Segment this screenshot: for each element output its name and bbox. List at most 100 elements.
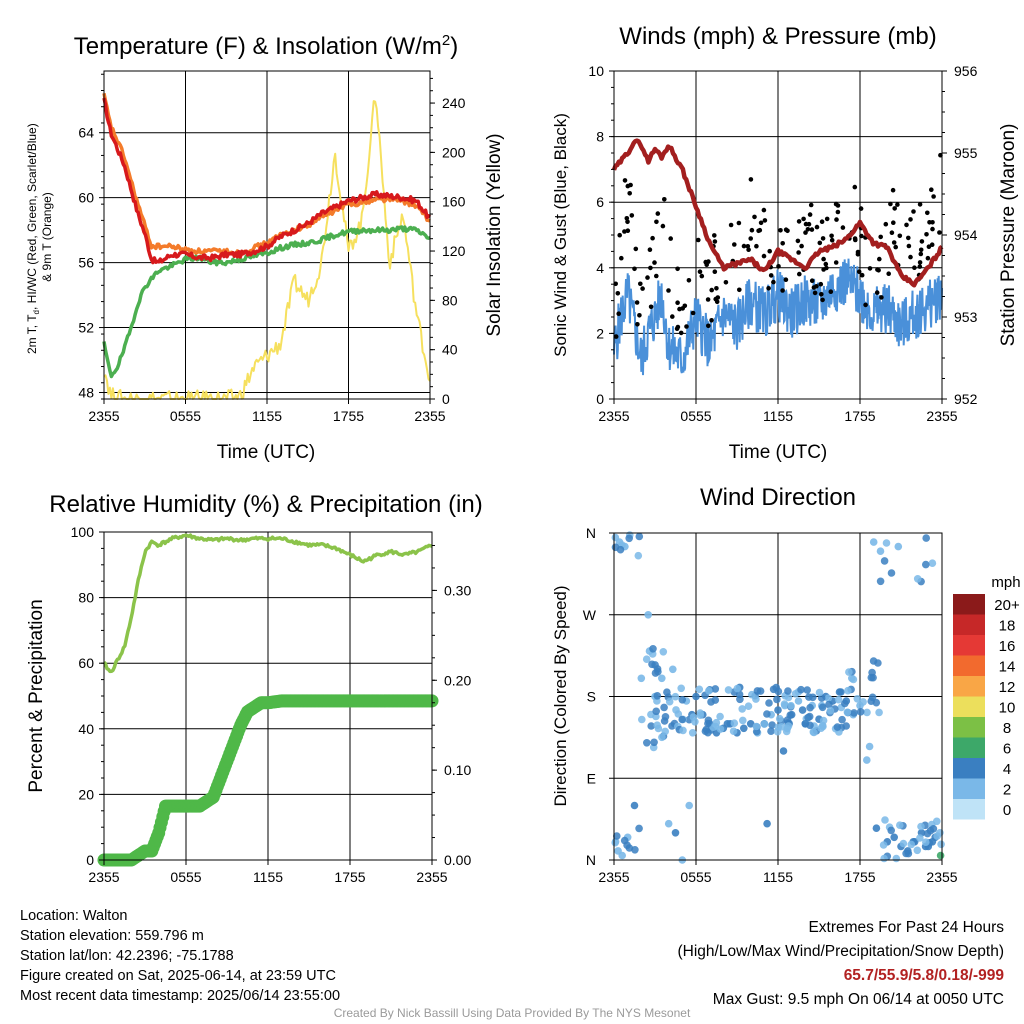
winds-ytick-label: 6 xyxy=(596,194,604,210)
precip-y2tick-label: 0.20 xyxy=(444,672,471,688)
wind-direction-ytick-label: E xyxy=(587,770,596,786)
direction-point xyxy=(660,717,669,725)
gust-point xyxy=(647,247,653,252)
gust-point xyxy=(737,287,742,293)
pressure-y2tick-label: 954 xyxy=(954,227,978,243)
temperature-ytick-label: 52 xyxy=(78,320,94,336)
direction-point xyxy=(649,645,657,653)
direction-point xyxy=(936,851,945,860)
gust-point xyxy=(709,287,714,293)
precip-y2tick-label: 0.10 xyxy=(444,762,471,778)
gust-point xyxy=(785,228,790,234)
direction-point xyxy=(779,747,788,755)
gust-point xyxy=(748,177,754,182)
direction-point xyxy=(735,690,744,699)
gust-point xyxy=(629,213,635,218)
gust-point xyxy=(891,220,896,225)
direction-point xyxy=(777,723,786,731)
direction-point xyxy=(658,674,666,683)
humidity-ytick-label: 60 xyxy=(78,655,94,671)
gust-point xyxy=(780,288,785,293)
direction-point xyxy=(692,692,700,701)
gust-point xyxy=(863,302,868,308)
direction-point xyxy=(661,727,669,736)
direction-point xyxy=(653,721,661,729)
gust-point xyxy=(858,206,864,211)
direction-point xyxy=(850,709,858,717)
humidity-line xyxy=(102,533,433,674)
direction-point xyxy=(658,733,666,742)
direction-point xyxy=(763,819,771,828)
gust-point xyxy=(811,285,817,290)
direction-point xyxy=(917,822,925,831)
direction-point xyxy=(752,695,760,703)
temperature-xtick-label: 2355 xyxy=(88,408,119,424)
gust-point xyxy=(803,221,809,227)
winds-ytick-label: 8 xyxy=(596,129,604,145)
temperature-xlabel: Time (UTC) xyxy=(217,442,316,463)
winds-ytick-label: 10 xyxy=(588,63,604,79)
direction-point xyxy=(834,695,843,704)
temp-9m-line xyxy=(102,92,431,257)
direction-point xyxy=(810,728,818,737)
direction-point xyxy=(644,611,652,619)
gust-point xyxy=(728,222,734,228)
direction-point xyxy=(809,693,817,702)
extremes-values: 65.7/55.9/5.8/0.18/-999 xyxy=(843,967,1004,984)
extremes-subheader: (High/Low/Max Wind/Precipitation/Snow De… xyxy=(677,943,1005,960)
gust-point xyxy=(918,247,924,253)
gust-point xyxy=(812,290,818,296)
speed-legend-swatch xyxy=(953,676,985,697)
insolation-y2tick-label: 120 xyxy=(442,243,466,259)
direction-point xyxy=(845,668,853,676)
gust-point xyxy=(668,236,673,241)
humidity-xtick-label: 2355 xyxy=(88,869,119,885)
extremes-header: Extremes For Past 24 Hours xyxy=(808,919,1004,936)
gust-point xyxy=(875,267,880,272)
temperature-xtick-label: 2355 xyxy=(414,408,445,424)
gust-point xyxy=(752,214,757,220)
gust-point xyxy=(840,225,846,230)
gust-point xyxy=(712,239,718,244)
gust-point xyxy=(803,230,808,235)
gust-point xyxy=(652,260,657,265)
direction-point xyxy=(679,726,687,735)
gust-point xyxy=(778,228,783,233)
direction-point xyxy=(913,575,922,583)
gust-point xyxy=(805,227,811,232)
gust-point xyxy=(852,184,858,190)
direction-point xyxy=(625,534,633,543)
gust-point xyxy=(919,239,925,244)
temperature-ylabel-left: 2m T, Td, HI/WC (Red, Green, Scarlet/Blu… xyxy=(25,120,54,354)
gust-point xyxy=(749,227,755,233)
temperature-axes: 2355 0555 1155 1755 2355 48 52 56 60 64 0 40 80 120 16… xyxy=(78,73,466,424)
gust-point xyxy=(780,241,785,246)
direction-point xyxy=(711,685,720,693)
gust-point xyxy=(712,233,717,238)
humidity-xtick-label: 2355 xyxy=(416,869,447,885)
dewpoint-line xyxy=(102,225,431,379)
direction-point xyxy=(825,700,833,709)
station-location: Location: Walton xyxy=(20,908,128,924)
direction-point xyxy=(663,688,671,696)
direction-point xyxy=(842,722,850,730)
humidity-ytick-label: 20 xyxy=(78,786,94,802)
gust-point xyxy=(918,251,924,257)
temperature-ytick-label: 48 xyxy=(78,385,94,401)
gust-point xyxy=(917,264,923,269)
gust-point xyxy=(690,310,696,316)
gust-point xyxy=(930,226,935,232)
direction-point xyxy=(696,709,704,717)
speed-legend-swatch xyxy=(953,635,985,656)
direction-point xyxy=(798,706,807,714)
pressure-y2tick-label: 956 xyxy=(954,63,978,79)
gust-point xyxy=(655,211,661,216)
direction-point xyxy=(882,539,891,547)
gust-point xyxy=(732,242,737,247)
direction-point xyxy=(833,723,842,731)
direction-point xyxy=(937,840,945,849)
gust-point xyxy=(783,277,789,283)
gust-point xyxy=(741,243,747,249)
temperature-grid xyxy=(104,71,430,399)
